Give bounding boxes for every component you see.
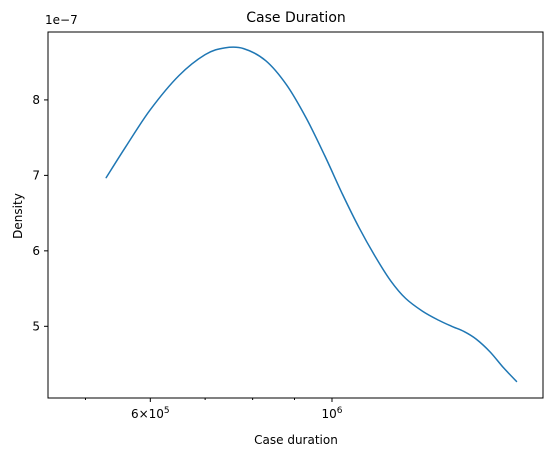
y-tick-label: 5: [32, 319, 40, 333]
y-offset-label: 1e−7: [45, 13, 78, 27]
x-axis-label: Case duration: [254, 433, 338, 447]
y-tick-label: 8: [32, 93, 40, 107]
x-tick-label: 106: [321, 406, 342, 421]
y-tick-label: 7: [32, 168, 40, 182]
y-tick-label: 6: [32, 244, 40, 258]
chart-title: Case Duration: [246, 10, 346, 26]
density-line: [105, 46, 518, 383]
y-axis-label: Density: [11, 193, 25, 239]
y-ticks: 5 6 7 8: [32, 93, 48, 333]
plot-lines: [105, 46, 518, 383]
plot-frame: [47, 31, 544, 399]
x-tick-label: 6×105: [131, 406, 170, 421]
